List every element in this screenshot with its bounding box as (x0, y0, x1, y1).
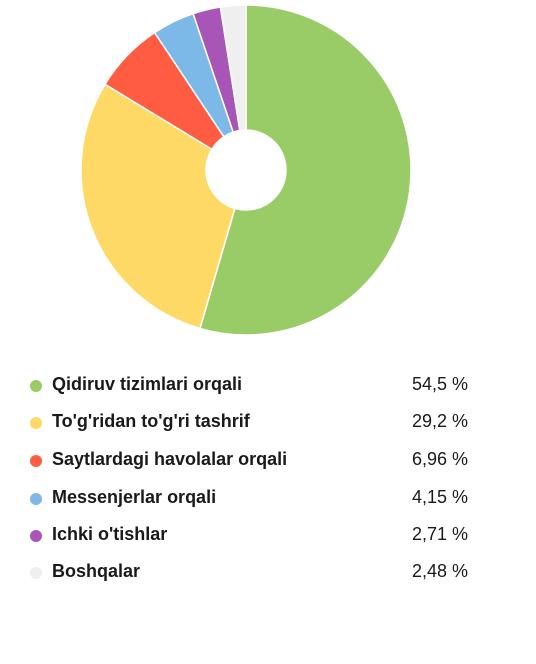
legend-color-dot (30, 380, 42, 392)
legend-color-dot (30, 493, 42, 505)
legend-label: Boshqalar (52, 561, 141, 581)
legend-color-dot (30, 530, 42, 542)
legend-value: 6,96 % (412, 449, 469, 469)
chart-area (80, 4, 412, 336)
legend-item[interactable]: Saytlardagi havolalar orqali 6,96 % (0, 447, 536, 473)
legend-label: Qidiruv tizimlari orqali (52, 374, 243, 394)
legend-color-dot (30, 455, 42, 467)
pie-slice-1[interactable] (80, 83, 236, 330)
legend-label: Ichki o'tishlar (52, 524, 168, 544)
pie-slice-5[interactable] (219, 4, 247, 132)
legend-item[interactable]: To'g'ridan to'g'ri tashrif 29,2 % (0, 409, 536, 435)
legend-value: 2,71 % (412, 524, 469, 544)
legend-color-dot (30, 417, 42, 429)
legend-item[interactable]: Boshqalar 2,48 % (0, 559, 536, 585)
legend-value: 29,2 % (412, 411, 469, 431)
pie-slice-0[interactable] (199, 4, 412, 336)
legend-value: 4,15 % (412, 487, 469, 507)
legend-item[interactable]: Messenjerlar orqali 4,15 % (0, 485, 536, 511)
legend-label: Messenjerlar orqali (52, 487, 217, 507)
legend-label: To'g'ridan to'g'ri tashrif (52, 411, 250, 431)
legend-item[interactable]: Qidiruv tizimlari orqali 54,5 % (0, 372, 536, 398)
legend-color-dot (30, 567, 42, 579)
legend-value: 54,5 % (412, 374, 469, 394)
legend-value: 2,48 % (412, 561, 469, 581)
legend-label: Saytlardagi havolalar orqali (52, 449, 288, 469)
donut-chart (80, 4, 412, 336)
legend-item[interactable]: Ichki o'tishlar 2,71 % (0, 522, 536, 548)
